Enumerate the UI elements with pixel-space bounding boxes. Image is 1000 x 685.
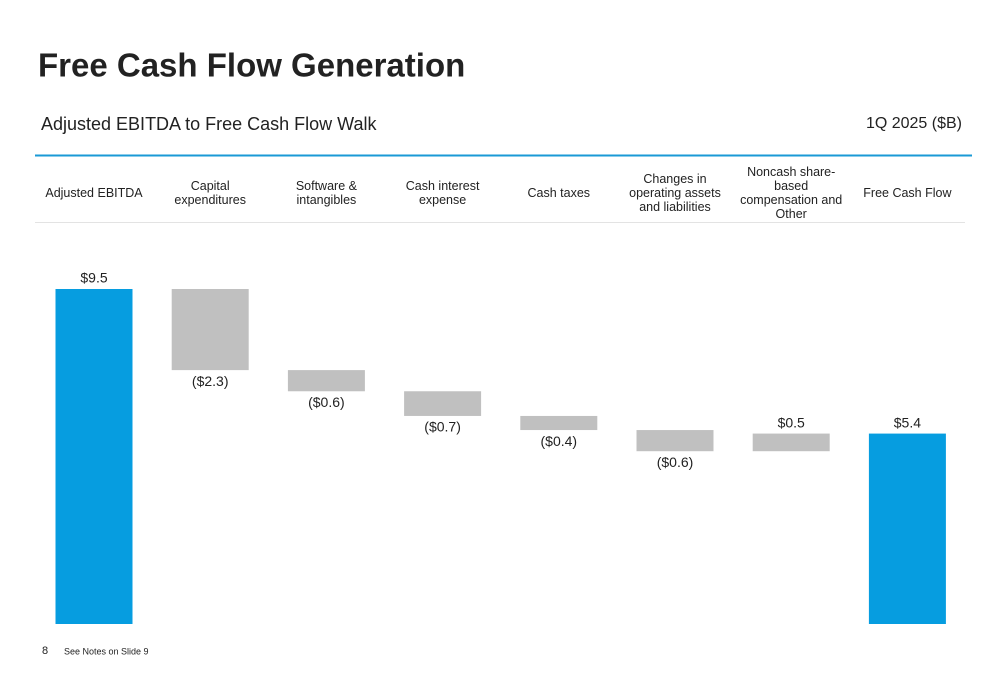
value-label: ($0.6)	[657, 454, 694, 470]
category-label: Cash taxes	[527, 186, 591, 200]
bar	[520, 415, 598, 431]
category-label: Noncash share-based compensation and Oth…	[740, 165, 843, 221]
value-label: ($0.4)	[541, 433, 578, 449]
category-label: Changes in operating assets and liabilit…	[629, 172, 721, 214]
bar	[752, 433, 830, 452]
bar	[404, 391, 482, 416]
subtitle: Adjusted EBITDA to Free Cash Flow Walk	[41, 114, 377, 134]
value-label: ($2.3)	[192, 373, 229, 389]
title: Free Cash Flow Generation	[38, 47, 465, 84]
footnote: See Notes on Slide 9	[64, 646, 149, 656]
bar	[55, 289, 133, 624]
bar	[868, 433, 946, 624]
period: 1Q 2025 ($B)	[866, 115, 962, 132]
value-label: $0.5	[778, 414, 805, 430]
category-label: Capital expenditures	[174, 179, 246, 207]
value-label: ($0.6)	[308, 394, 345, 410]
category-label: Cash interest expense	[405, 179, 480, 207]
value-label: $9.5	[80, 270, 107, 286]
category-label: Free Cash Flow	[863, 186, 952, 200]
value-label: $5.4	[894, 414, 921, 430]
value-label: ($0.7)	[424, 419, 461, 435]
bar	[636, 430, 714, 452]
category-label: Adjusted EBITDA	[45, 186, 143, 200]
bar	[171, 289, 249, 371]
page-number: 8	[42, 645, 48, 657]
category-label: Software & intangibles	[295, 179, 357, 207]
bar	[287, 370, 365, 392]
